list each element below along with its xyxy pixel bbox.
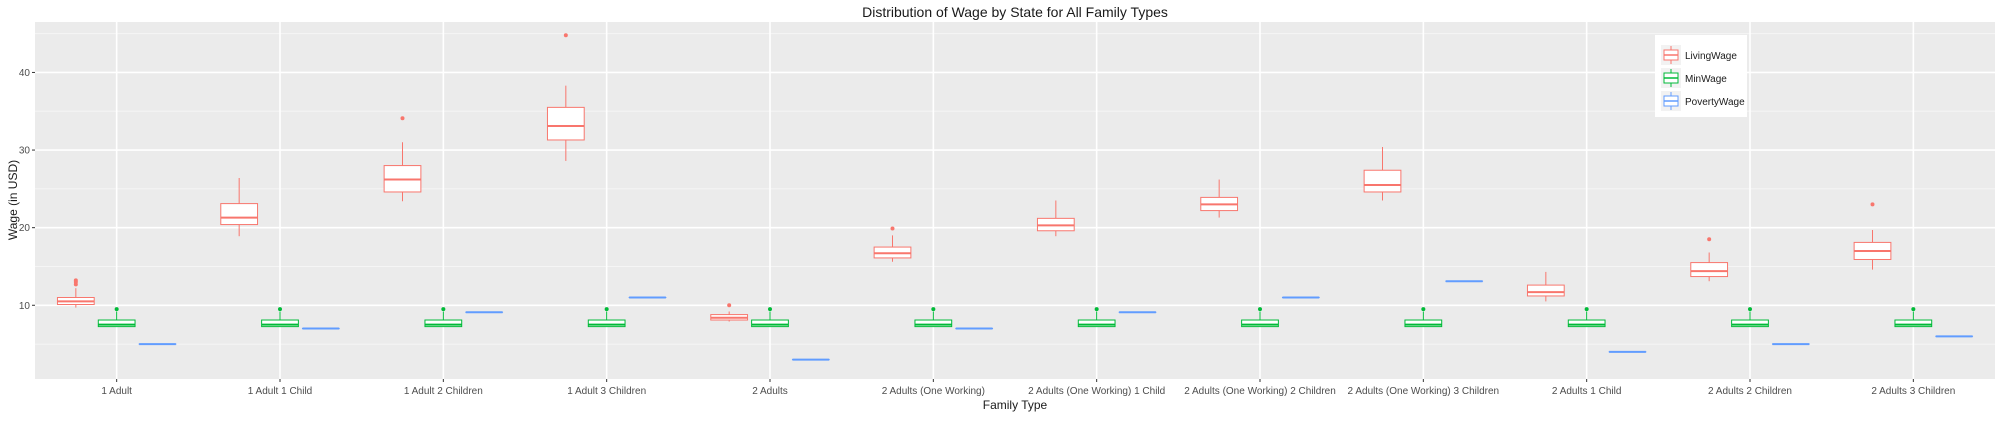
- chart-title: Distribution of Wage by State for All Fa…: [862, 4, 1168, 20]
- y-tick-label: 30: [19, 146, 31, 157]
- x-tick-label: 1 Adult 1 Child: [248, 386, 313, 397]
- outlier-point: [441, 307, 445, 311]
- x-tick-label: 1 Adult 3 Children: [567, 386, 646, 397]
- outlier-point: [768, 307, 772, 311]
- x-axis-label: Family Type: [983, 398, 1048, 412]
- outlier-point: [564, 33, 568, 37]
- x-tick-label: 2 Adults: [752, 386, 788, 397]
- box-body: [547, 107, 584, 140]
- box-body: [221, 204, 258, 225]
- outlier-point: [401, 116, 405, 120]
- x-tick-label: 2 Adults 2 Children: [1708, 386, 1792, 397]
- outlier-point: [1707, 237, 1711, 241]
- outlier-point: [727, 303, 731, 307]
- outlier-point: [931, 307, 935, 311]
- x-tick-label: 1 Adult: [101, 386, 132, 397]
- outlier-point: [1421, 307, 1425, 311]
- x-tick-label: 2 Adults (One Working): [882, 386, 985, 397]
- outlier-point: [1748, 307, 1752, 311]
- box-body: [1527, 285, 1564, 296]
- x-tick-label: 2 Adults (One Working) 2 Children: [1184, 386, 1336, 397]
- x-tick-label: 1 Adult 2 Children: [404, 386, 483, 397]
- box-body: [1364, 170, 1401, 192]
- outlier-point: [74, 278, 78, 282]
- y-tick-label: 10: [19, 301, 31, 312]
- outlier-point: [1871, 202, 1875, 206]
- legend-label: LivingWage: [1685, 51, 1737, 62]
- outlier-point: [278, 307, 282, 311]
- x-tick-label: 2 Adults (One Working) 3 Children: [1348, 386, 1500, 397]
- box-body: [1691, 263, 1728, 277]
- legend-label: PovertyWage: [1685, 97, 1745, 108]
- outlier-point: [1911, 307, 1915, 311]
- y-tick-label: 20: [19, 223, 31, 234]
- outlier-point: [1585, 307, 1589, 311]
- x-tick-label: 2 Adults (One Working) 1 Child: [1028, 386, 1165, 397]
- x-tick-label: 2 Adults 1 Child: [1552, 386, 1622, 397]
- outlier-point: [605, 307, 609, 311]
- outlier-point: [891, 226, 895, 230]
- legend: LivingWage MinWage PovertyWage: [1655, 35, 1747, 117]
- outlier-point: [1258, 307, 1262, 311]
- y-tick-label: 40: [19, 68, 31, 79]
- legend-label: MinWage: [1685, 74, 1727, 85]
- outlier-point: [1095, 307, 1099, 311]
- outlier-point: [115, 307, 119, 311]
- y-axis-label: Wage (in USD): [6, 160, 20, 240]
- x-tick-label: 2 Adults 3 Children: [1871, 386, 1955, 397]
